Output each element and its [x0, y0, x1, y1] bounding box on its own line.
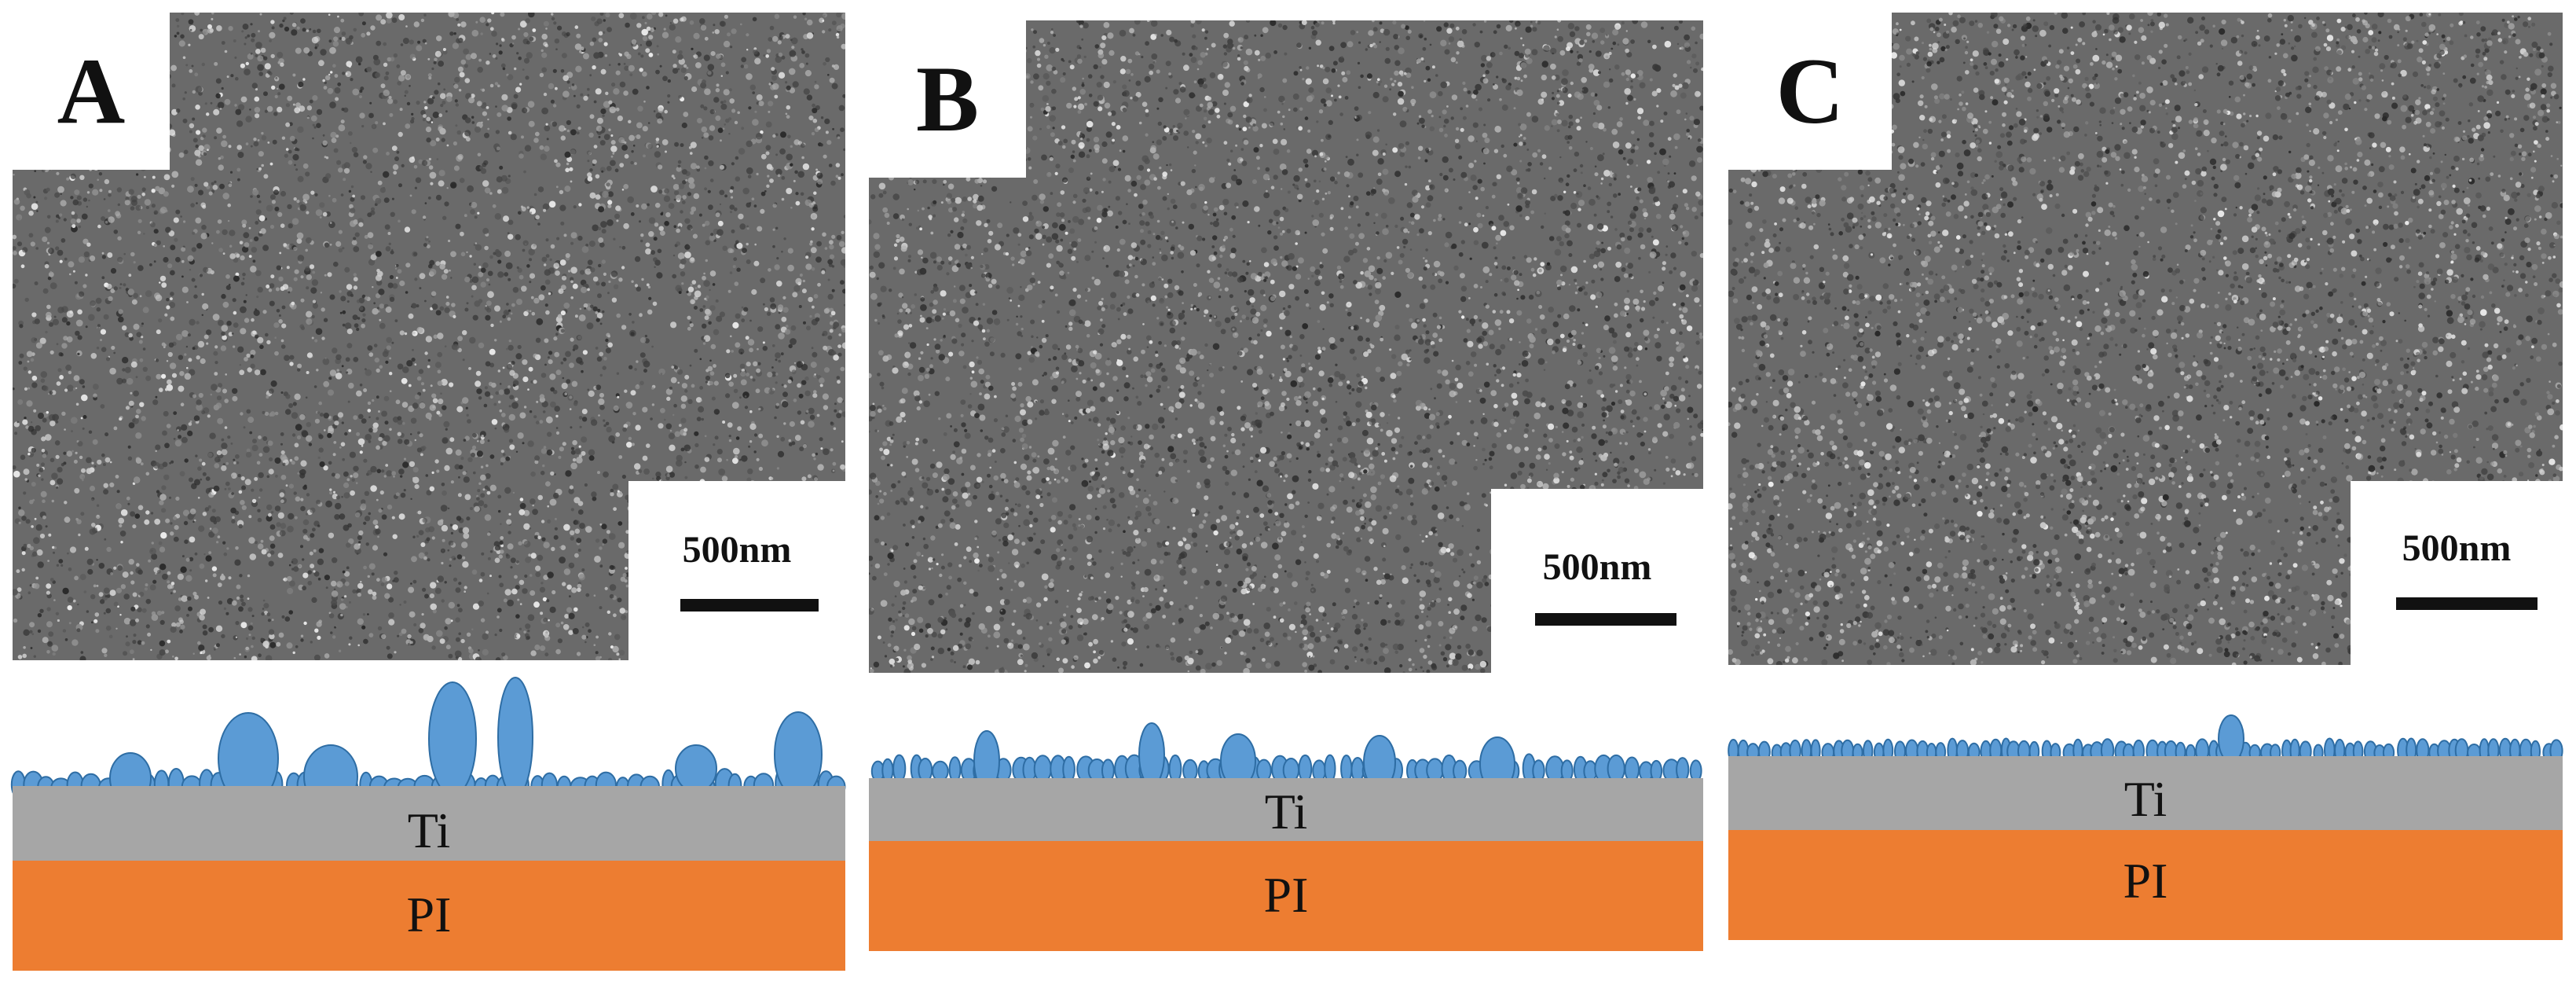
- sem-texture-b: [869, 20, 1703, 673]
- pi-label-c: PI: [2123, 853, 2168, 909]
- scale-box-c: 500nm: [2351, 481, 2563, 665]
- panel-letter-c: C: [1775, 39, 1845, 143]
- grain-ellipse: [675, 744, 717, 793]
- panel-a: A 500nm Ti PI: [0, 0, 858, 988]
- panel-c: C 500nm Ti PI: [1716, 0, 2576, 988]
- scale-label-c: 500nm: [2402, 527, 2512, 569]
- panel-label-box-c: C: [1728, 13, 1892, 170]
- panel-letter-b: B: [915, 46, 980, 151]
- grain-ellipse: [497, 677, 533, 798]
- pi-layer-a: PI: [13, 861, 845, 971]
- scale-box-a: 500nm: [628, 481, 845, 660]
- pi-layer-b: PI: [869, 841, 1703, 951]
- ti-label-c: Ti: [2123, 771, 2167, 827]
- ti-layer-b: Ti: [869, 778, 1703, 841]
- ti-label-a: Ti: [407, 803, 451, 858]
- ti-layer-c: Ti: [1728, 756, 2563, 830]
- sem-image-b: [869, 20, 1703, 673]
- ti-label-b: Ti: [1264, 784, 1308, 839]
- scale-label-a: 500nm: [682, 529, 792, 571]
- scale-bar-c: [2396, 597, 2538, 610]
- scale-box-b: 500nm: [1491, 489, 1703, 673]
- grain-ellipse: [2218, 714, 2244, 763]
- panel-label-box-a: A: [13, 13, 170, 170]
- ti-layer-a: Ti: [13, 786, 845, 861]
- grain-layer-b: [870, 722, 1702, 792]
- scale-bar-b: [1535, 613, 1676, 626]
- sem-texture-c: [1728, 13, 2563, 665]
- pi-label-b: PI: [1263, 867, 1309, 923]
- scale-bar-a: [680, 599, 819, 612]
- panel-b: B 500nm Ti PI: [858, 0, 1716, 988]
- panel-label-box-b: B: [869, 20, 1026, 178]
- grain-ellipse: [428, 681, 477, 796]
- panel-letter-a: A: [57, 39, 126, 143]
- scale-label-b: 500nm: [1542, 546, 1652, 588]
- pi-label-a: PI: [406, 887, 452, 942]
- grain-ellipse: [774, 711, 823, 798]
- grain-ellipse: [1138, 722, 1165, 787]
- pi-layer-c: PI: [1728, 830, 2563, 940]
